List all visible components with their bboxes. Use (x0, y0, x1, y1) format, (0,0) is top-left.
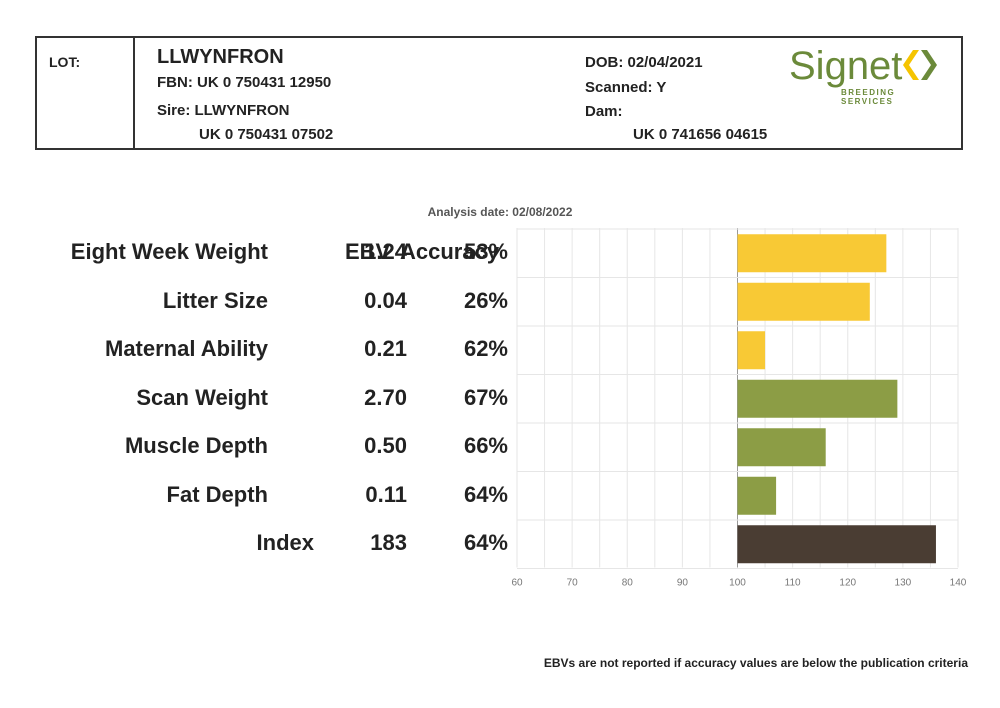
trait-label: Maternal Ability (105, 336, 268, 362)
ebv-value: 0.11 (365, 481, 407, 507)
accuracy-value: 26% (463, 287, 508, 313)
x-tick-label: 100 (729, 578, 746, 589)
ebv-value: 2.70 (364, 384, 407, 410)
accuracy-value: 64% (463, 530, 508, 556)
x-tick-label: 60 (511, 578, 523, 589)
dob: DOB: 02/04/2021 (585, 54, 703, 71)
trait-label: Eight Week Weight (70, 239, 268, 265)
trait-label: Litter Size (162, 287, 268, 313)
logo-subtitle: BREEDING SERVICES (841, 88, 896, 106)
ebv-value: 183 (370, 530, 407, 556)
signet-logo: Signet BREEDING SERVICES (789, 44, 949, 106)
bar-maternal-ability (737, 331, 766, 370)
footnote: EBVs are not reported if accuracy values… (543, 656, 968, 670)
animal-header: LOT: LLWYNFRON FBN: UK 0 750431 12950 Si… (35, 36, 963, 150)
ebv-value: 0.21 (364, 336, 407, 362)
scanned-status: Scanned: Y (585, 79, 667, 96)
accuracy-value: 62% (463, 336, 508, 362)
x-tick-label: 90 (677, 578, 689, 589)
analysis-date: Analysis date: 02/08/2022 (427, 205, 573, 219)
x-tick-label: 70 (567, 578, 579, 589)
x-tick-label: 120 (839, 578, 856, 589)
ebv-value: 0.04 (364, 287, 407, 313)
dam-label: Dam: (585, 103, 623, 120)
animal-name: LLWYNFRON (157, 46, 284, 68)
trait-label: Index (256, 530, 314, 556)
dam-id: UK 0 741656 04615 (633, 126, 768, 143)
fbn-id: FBN: UK 0 750431 12950 (157, 74, 332, 91)
trait-label: Scan Weight (136, 384, 268, 410)
bar-eight-week-weight (737, 234, 887, 273)
accuracy-value: 67% (463, 384, 508, 410)
lot-label: LOT: (49, 54, 81, 70)
ebv-value: 1.24 (364, 239, 407, 265)
x-tick-label: 110 (785, 578, 801, 589)
logo-word: Signet (789, 44, 903, 88)
sire-id: UK 0 750431 07502 (199, 126, 334, 143)
x-tick-label: 80 (622, 578, 634, 589)
bar-index (737, 525, 936, 564)
logo-chevrons-icon (903, 50, 937, 80)
bar-muscle-depth (737, 428, 826, 467)
accuracy-column-header: Accuracy (400, 239, 500, 264)
trait-label: Muscle Depth (124, 433, 268, 459)
accuracy-value: 64% (463, 481, 508, 507)
bar-litter-size (737, 282, 870, 321)
trait-label: Fat Depth (166, 481, 268, 507)
x-tick-label: 130 (895, 578, 912, 589)
ebv-column-header: EBV (345, 239, 391, 264)
header-divider (133, 38, 135, 148)
accuracy-value: 53% (463, 239, 508, 265)
ebv-value: 0.50 (364, 433, 407, 459)
bar-fat-depth (737, 476, 777, 515)
bar-scan-weight (737, 379, 898, 418)
x-tick-label: 140 (950, 578, 967, 589)
accuracy-value: 66% (463, 433, 508, 459)
sire-name: Sire: LLWYNFRON (157, 102, 290, 119)
